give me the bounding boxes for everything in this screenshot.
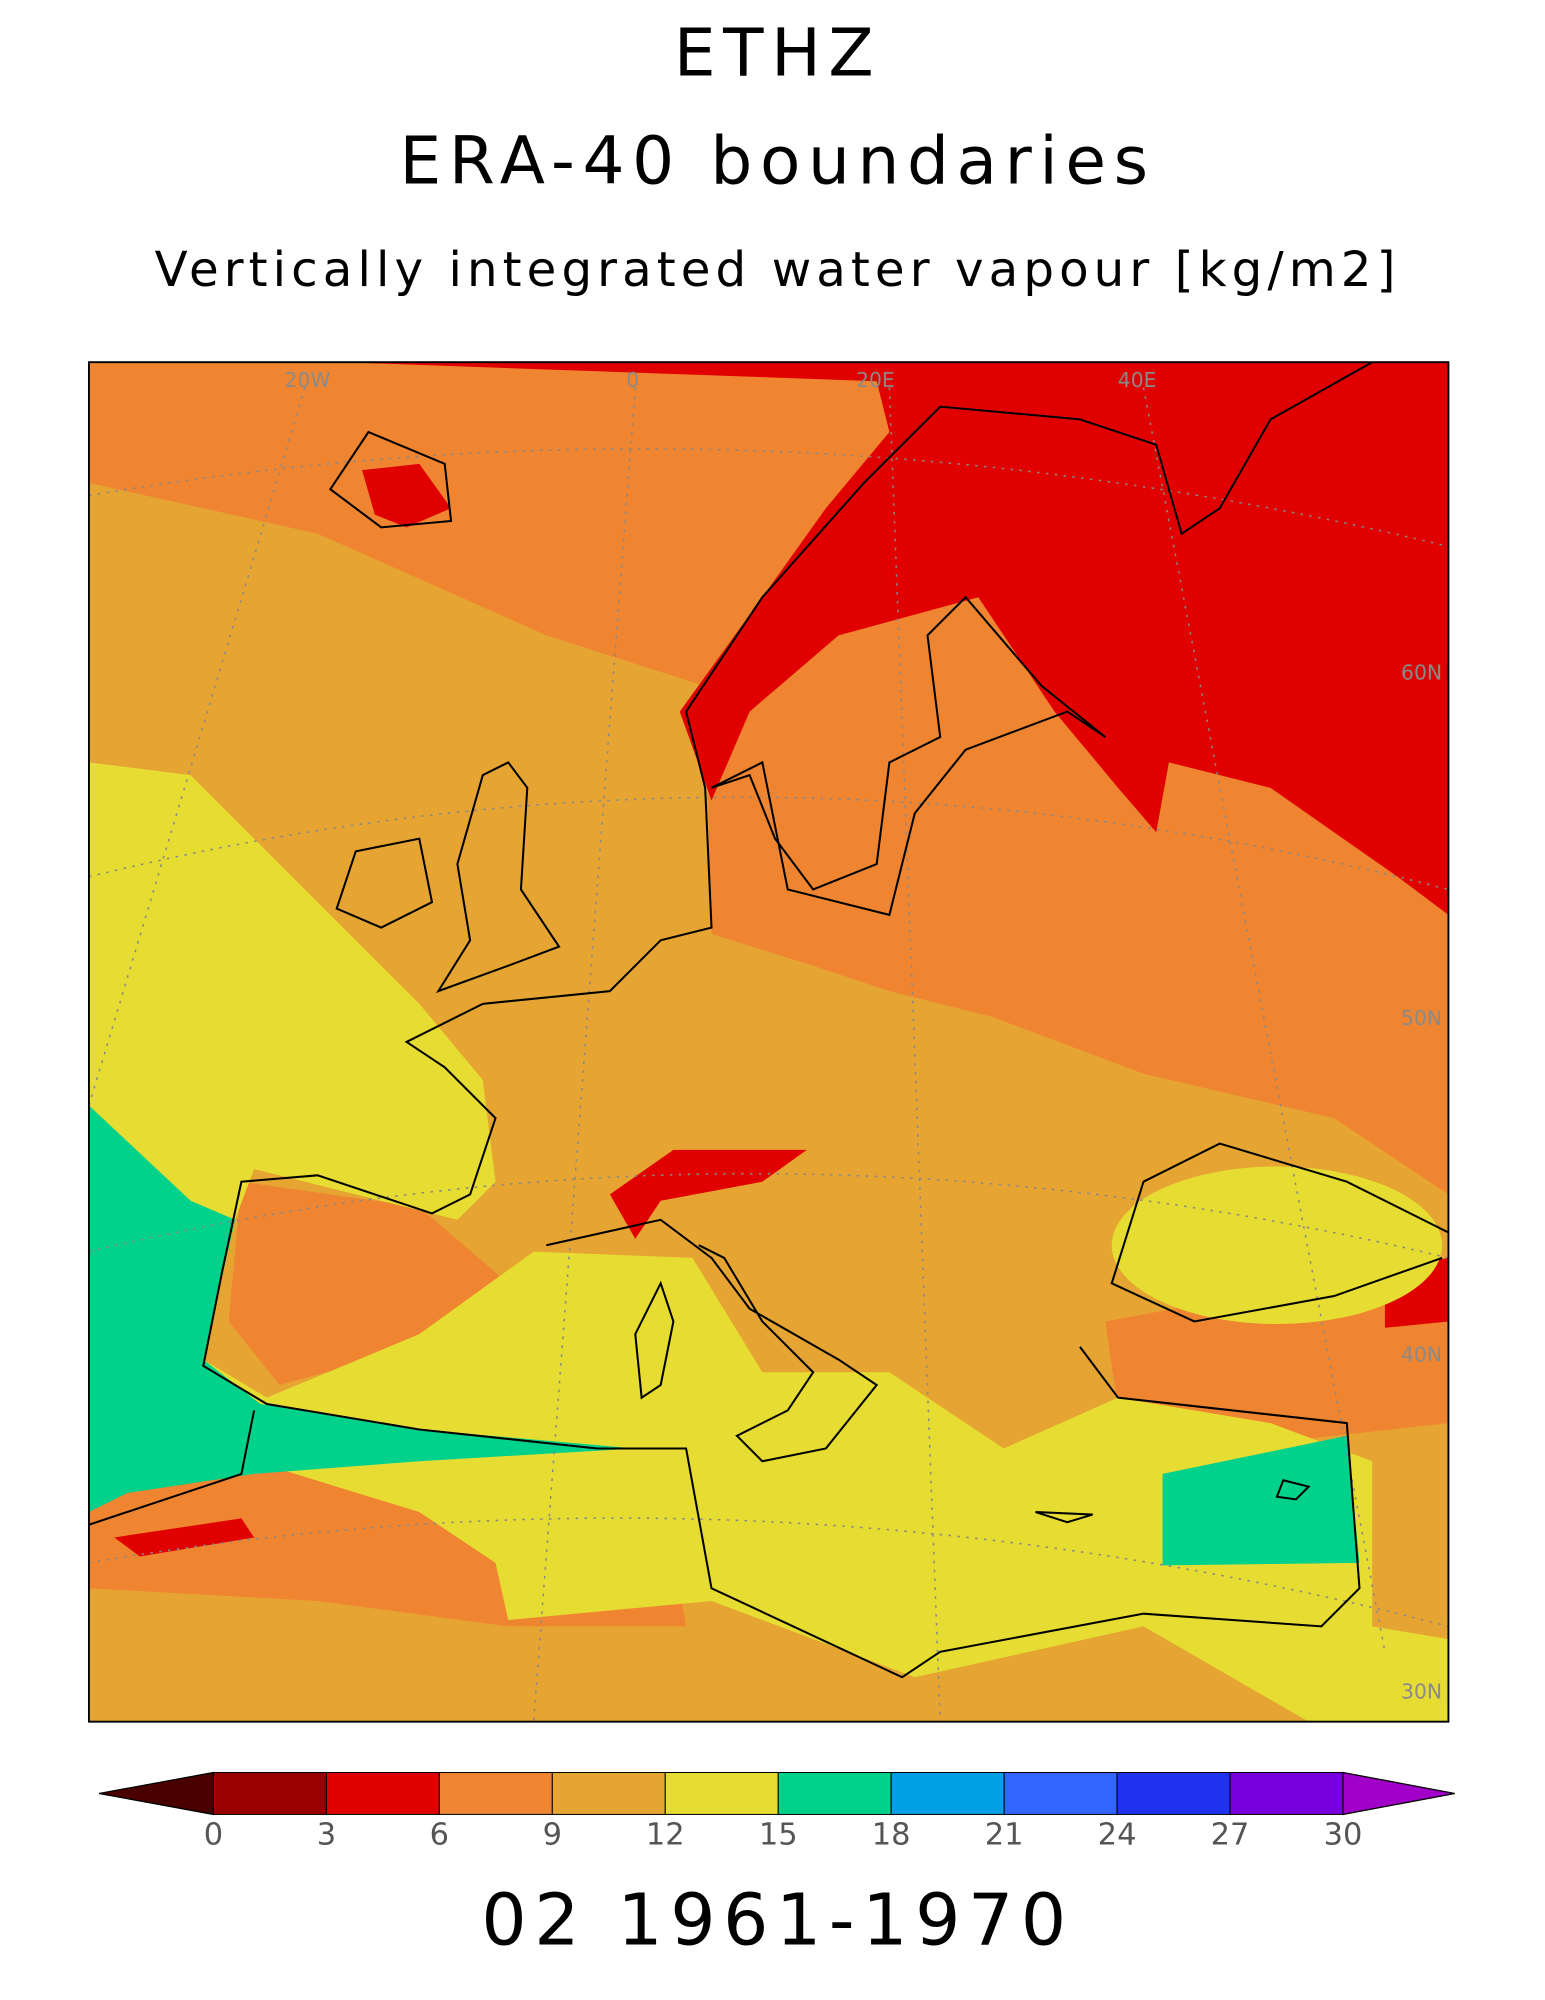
colorbar-tick-label: 3	[317, 1818, 336, 1853]
lon-label: 40E	[1118, 368, 1157, 392]
lon-label: 0	[626, 368, 639, 392]
field-region	[362, 463, 452, 528]
lat-label: 50N	[1401, 1006, 1442, 1030]
colorbar-segment	[890, 1771, 1005, 1815]
lat-label: 40N	[1401, 1343, 1442, 1367]
field-region	[1162, 1435, 1360, 1566]
colorbar-segment	[212, 1771, 327, 1815]
colorbar-tick-label: 27	[1211, 1818, 1250, 1853]
island	[1035, 1479, 1311, 1524]
colorbar-tick-label: 12	[646, 1818, 685, 1853]
colorbar-tick-label: 21	[985, 1818, 1024, 1853]
colorbar-segment	[664, 1771, 779, 1815]
field-region	[114, 1518, 255, 1557]
colorbar-segment	[1116, 1771, 1231, 1815]
colorbar-tick-label: 30	[1324, 1818, 1363, 1853]
map: 20W 0 20E 40E 60N 50N 40N 30N	[87, 361, 1450, 1723]
colorbar-segment	[1229, 1771, 1344, 1815]
colorbar-tick-label: 6	[430, 1818, 449, 1853]
colorbar-tick-label: 0	[204, 1818, 223, 1853]
field-region	[88, 762, 1449, 1722]
colorbar-arrow	[98, 1771, 215, 1816]
lon-label: 20E	[856, 368, 895, 392]
lat-label: 30N	[1401, 1679, 1442, 1703]
title: ETHZ	[674, 14, 881, 91]
field-region	[88, 1105, 636, 1513]
lon-label: 20W	[285, 368, 331, 392]
colorbar-segment	[325, 1771, 440, 1815]
colorbar-arrow	[1342, 1771, 1455, 1816]
field-region	[609, 1149, 807, 1239]
colorbar-segment	[438, 1771, 553, 1815]
colorbar-segment	[777, 1771, 892, 1815]
colorbar-segment	[1003, 1771, 1118, 1815]
colorbar-tick-label: 9	[543, 1818, 562, 1853]
map-frame	[87, 361, 1450, 1723]
period-label: 02 1961-1970	[481, 1878, 1073, 1961]
subtitle: ERA-40 boundaries	[400, 122, 1156, 199]
colorbar-tick-label: 24	[1098, 1818, 1137, 1853]
lat-label: 60N	[1401, 660, 1442, 684]
variable-label: Vertically integrated water vapour [kg/m…	[155, 242, 1401, 298]
colorbar-tick-label: 15	[759, 1818, 798, 1853]
colorbar-segment	[551, 1771, 666, 1815]
field-region	[228, 1181, 509, 1385]
colorbar-tick-label: 18	[872, 1818, 911, 1853]
coastline	[88, 362, 1449, 1679]
colorbar: 0 3 6 9 12 15 18 21 24 27 30	[98, 1771, 1455, 1853]
field-region	[1111, 1166, 1443, 1324]
graticule	[88, 387, 1449, 1722]
